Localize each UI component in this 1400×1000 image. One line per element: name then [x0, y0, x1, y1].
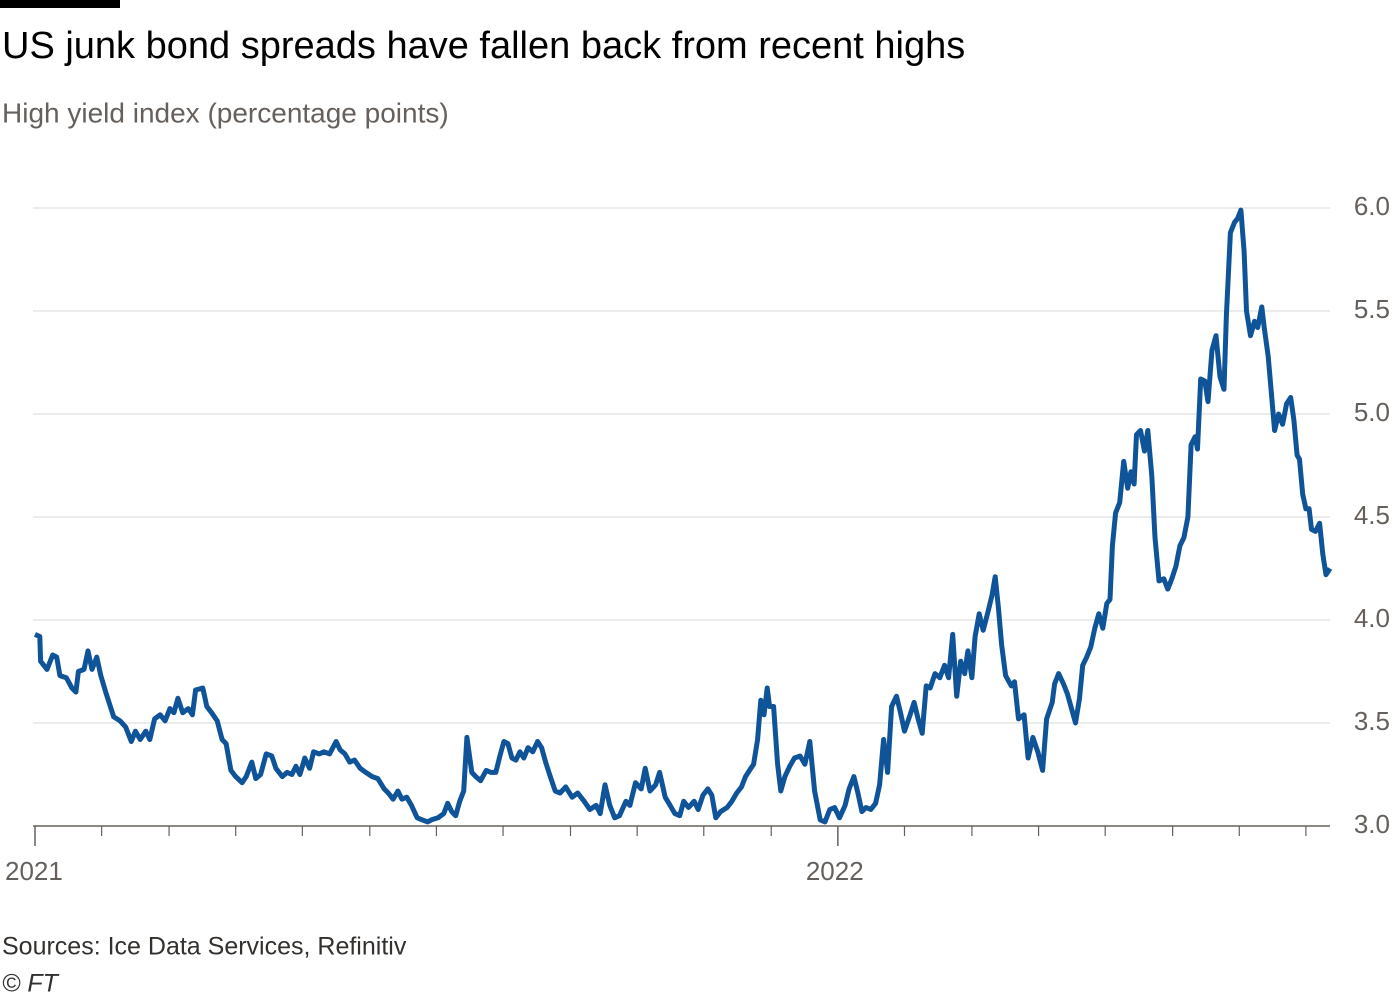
y-tick-label: 3.5: [1354, 706, 1390, 736]
y-tick-label: 4.5: [1354, 500, 1390, 530]
y-tick-label: 5.0: [1354, 397, 1390, 427]
chart-title: US junk bond spreads have fallen back fr…: [2, 25, 965, 67]
x-tick-label: 2021: [5, 856, 63, 886]
line: [33, 207, 1333, 825]
brand-bar: [0, 0, 120, 8]
x-tick-label: 2022: [806, 856, 864, 886]
y-tick-label: 3.0: [1354, 809, 1390, 839]
credit: © FT: [2, 970, 60, 998]
y-tick-label: 6.0: [1354, 191, 1390, 221]
source: Sources: Ice Data Services, Refinitiv: [2, 933, 407, 961]
chart-subtitle: High yield index (percentage points): [2, 97, 449, 128]
y-tick-label: 4.0: [1354, 603, 1390, 633]
y-tick-label: 5.5: [1354, 294, 1390, 324]
